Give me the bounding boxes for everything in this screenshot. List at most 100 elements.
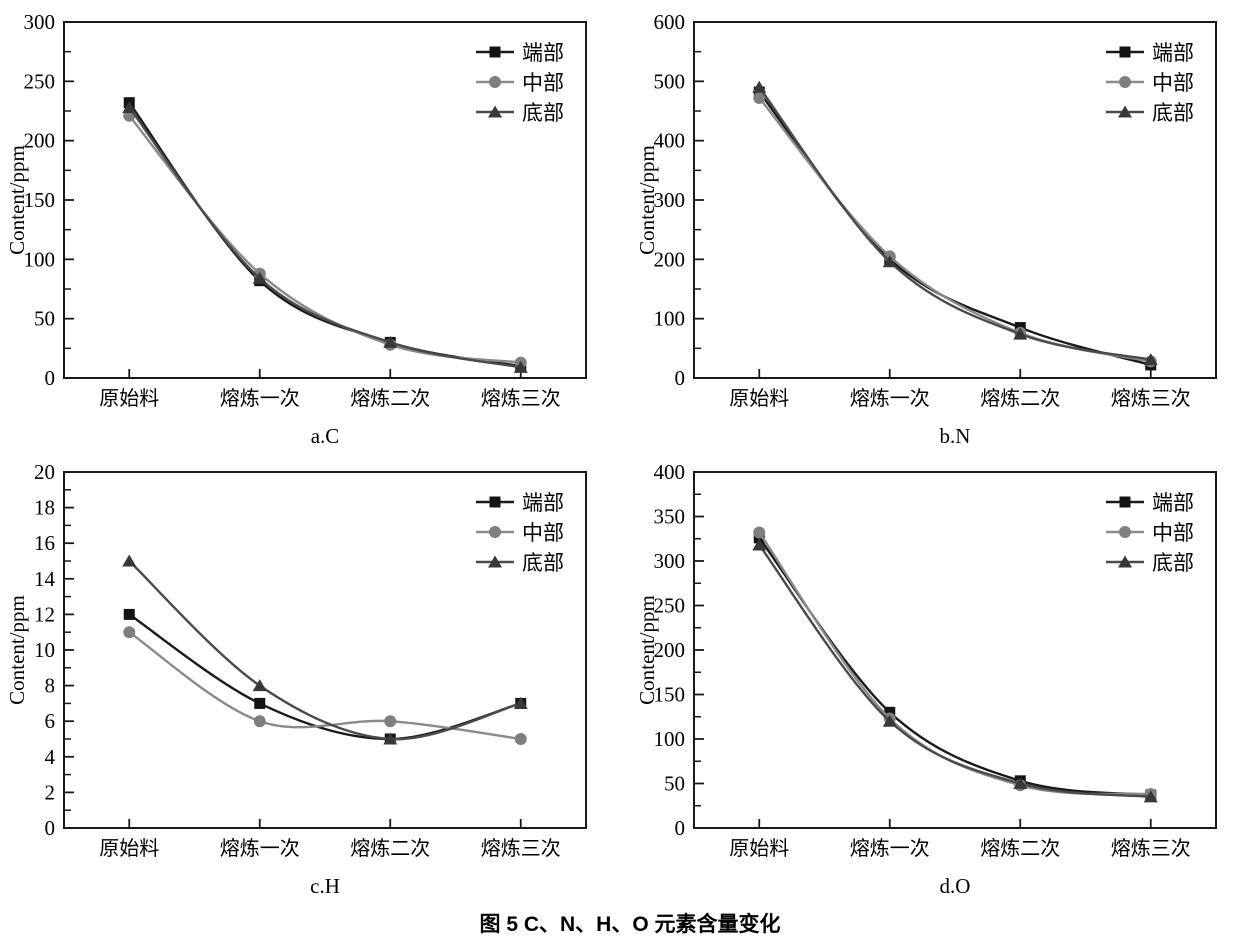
legend-label: 底部 — [1152, 551, 1194, 575]
data-point-triangle — [1143, 790, 1158, 803]
y-tick-label: 4 — [45, 745, 56, 769]
legend-circle-marker — [489, 76, 501, 88]
y-tick-label: 0 — [45, 366, 56, 390]
y-tick-label: 6 — [45, 709, 56, 733]
y-tick-label: 50 — [34, 307, 55, 331]
legend-label: 中部 — [522, 71, 564, 95]
data-point-triangle — [1143, 353, 1158, 366]
data-point-square — [884, 706, 896, 718]
y-tick-label: 300 — [24, 10, 56, 34]
chart-canvas-b: 0 100 200 300 400 500 600 原始料 熔炼一次 熔炼二次 熔炼三次 Conten… — [635, 10, 1217, 448]
x-category-label: 熔炼三次 — [481, 387, 561, 410]
y-tick-label: 400 — [654, 460, 686, 484]
data-point-circle — [753, 91, 766, 104]
y-tick-label: 50 — [664, 772, 685, 796]
series-line-circle — [128, 114, 521, 364]
legend-label: 端部 — [522, 491, 564, 515]
legend-triangle-marker — [488, 105, 502, 118]
y-tick-label: 200 — [654, 247, 686, 271]
series-line-square — [758, 91, 1152, 367]
series-line-circle — [758, 531, 1151, 796]
data-point-circle — [253, 715, 266, 728]
figure-caption: 图 5 C、N、H、O 元素含量变化 — [479, 912, 781, 936]
x-category-label: 原始料 — [99, 837, 159, 860]
x-category-label: 熔炼二次 — [350, 837, 430, 860]
legend-triangle-marker — [1118, 105, 1132, 118]
x-category-label: 熔炼一次 — [220, 837, 300, 860]
data-point-square — [254, 697, 266, 709]
data-point-triangle — [383, 732, 398, 745]
panel-sublabel: c.H — [310, 874, 340, 898]
x-category-label: 熔炼二次 — [350, 387, 430, 410]
y-tick-label: 10 — [34, 638, 55, 662]
data-point-triangle — [383, 335, 398, 348]
legend-triangle-marker — [1118, 555, 1132, 568]
chart-canvas-c: 0 2 4 6 8 10 12 14 16 18 20 原始料 熔炼一次 熔炼二次 熔炼三次 Content/… — [5, 460, 587, 898]
y-tick-label: 600 — [654, 10, 686, 34]
panel-c-hydrogen: 0 2 4 6 8 10 12 14 16 18 20 原始料 熔炼一次 熔炼二次 熔炼三次 Content/… — [0, 450, 630, 900]
y-tick-label: 250 — [24, 69, 56, 93]
panel-a-carbon: 0 50 100 150 200 250 300 原始料 熔炼一次 熔炼二次 熔炼三次 Content… — [0, 0, 630, 450]
y-tick-label: 100 — [654, 727, 686, 751]
series-line-triangle — [128, 560, 522, 741]
y-tick-label: 150 — [24, 188, 56, 212]
legend-square-marker — [489, 46, 501, 58]
panel-d-oxygen: 0 50 100 150 200 250 300 350 400 原始料 熔炼一次 熔炼二次 熔炼三次 C… — [630, 450, 1260, 900]
x-category-label: 熔炼三次 — [1111, 837, 1191, 860]
series-line-square — [128, 101, 521, 368]
y-tick-label: 150 — [654, 683, 686, 707]
x-category-label: 原始料 — [99, 387, 159, 410]
y-tick-label: 18 — [34, 496, 55, 520]
series-line-square — [758, 537, 1151, 797]
legend-square-marker — [1119, 46, 1131, 58]
y-axis-title: Content/ppm — [635, 595, 659, 705]
x-category-label: 熔炼一次 — [220, 387, 300, 410]
data-point-triangle — [752, 538, 767, 551]
y-tick-label: 0 — [675, 366, 686, 390]
y-tick-label: 100 — [654, 307, 686, 331]
panel-sublabel: a.C — [311, 424, 340, 448]
data-point-triangle — [252, 271, 267, 284]
x-category-label: 原始料 — [729, 387, 789, 410]
legend-circle-marker — [489, 526, 501, 538]
legend-label: 端部 — [1152, 41, 1194, 65]
data-point-triangle — [122, 554, 137, 567]
chart-canvas-a: 0 50 100 150 200 250 300 原始料 熔炼一次 熔炼二次 熔炼三次 Content… — [5, 10, 587, 448]
figure-5: 0 50 100 150 200 250 300 原始料 熔炼一次 熔炼二次 熔炼三次 Content… — [0, 0, 1260, 900]
y-tick-label: 500 — [654, 69, 686, 93]
y-tick-label: 250 — [654, 594, 686, 618]
plot-border — [63, 471, 587, 829]
y-axis-title: Content/ppm — [5, 145, 29, 255]
legend-square-marker — [489, 496, 501, 508]
y-tick-label: 8 — [45, 674, 56, 698]
legend-label: 中部 — [1152, 71, 1194, 95]
series-line-circle — [128, 631, 521, 741]
y-tick-label: 200 — [24, 129, 56, 153]
data-point-triangle — [122, 100, 137, 113]
x-category-label: 熔炼三次 — [481, 837, 561, 860]
y-tick-label: 300 — [654, 188, 686, 212]
x-category-label: 熔炼一次 — [850, 387, 930, 410]
data-point-triangle — [513, 360, 528, 373]
chart-canvas-d: 0 50 100 150 200 250 300 350 400 原始料 熔炼一次 熔炼二次 熔炼三次 C… — [635, 460, 1217, 898]
data-point-triangle — [882, 255, 897, 268]
panel-b-nitrogen: 0 100 200 300 400 500 600 原始料 熔炼一次 熔炼二次 熔炼三次 Conten… — [630, 0, 1260, 450]
series-line-triangle — [758, 86, 1151, 361]
data-point-square — [123, 608, 135, 620]
series-line-triangle — [128, 106, 521, 369]
y-tick-label: 300 — [654, 549, 686, 573]
legend-label: 中部 — [522, 521, 564, 545]
plot-border — [693, 471, 1217, 829]
data-point-circle — [384, 715, 397, 728]
data-point-triangle — [1013, 777, 1028, 789]
legend-circle-marker — [1119, 526, 1131, 538]
legend-label: 底部 — [1152, 101, 1194, 125]
y-tick-label: 200 — [654, 638, 686, 662]
y-tick-label: 12 — [34, 602, 55, 626]
y-axis-title: Content/ppm — [635, 145, 659, 255]
y-tick-label: 100 — [24, 247, 56, 271]
y-tick-label: 0 — [45, 816, 56, 840]
y-tick-label: 2 — [45, 780, 56, 804]
x-category-label: 熔炼二次 — [980, 837, 1060, 860]
data-point-circle — [123, 626, 136, 639]
